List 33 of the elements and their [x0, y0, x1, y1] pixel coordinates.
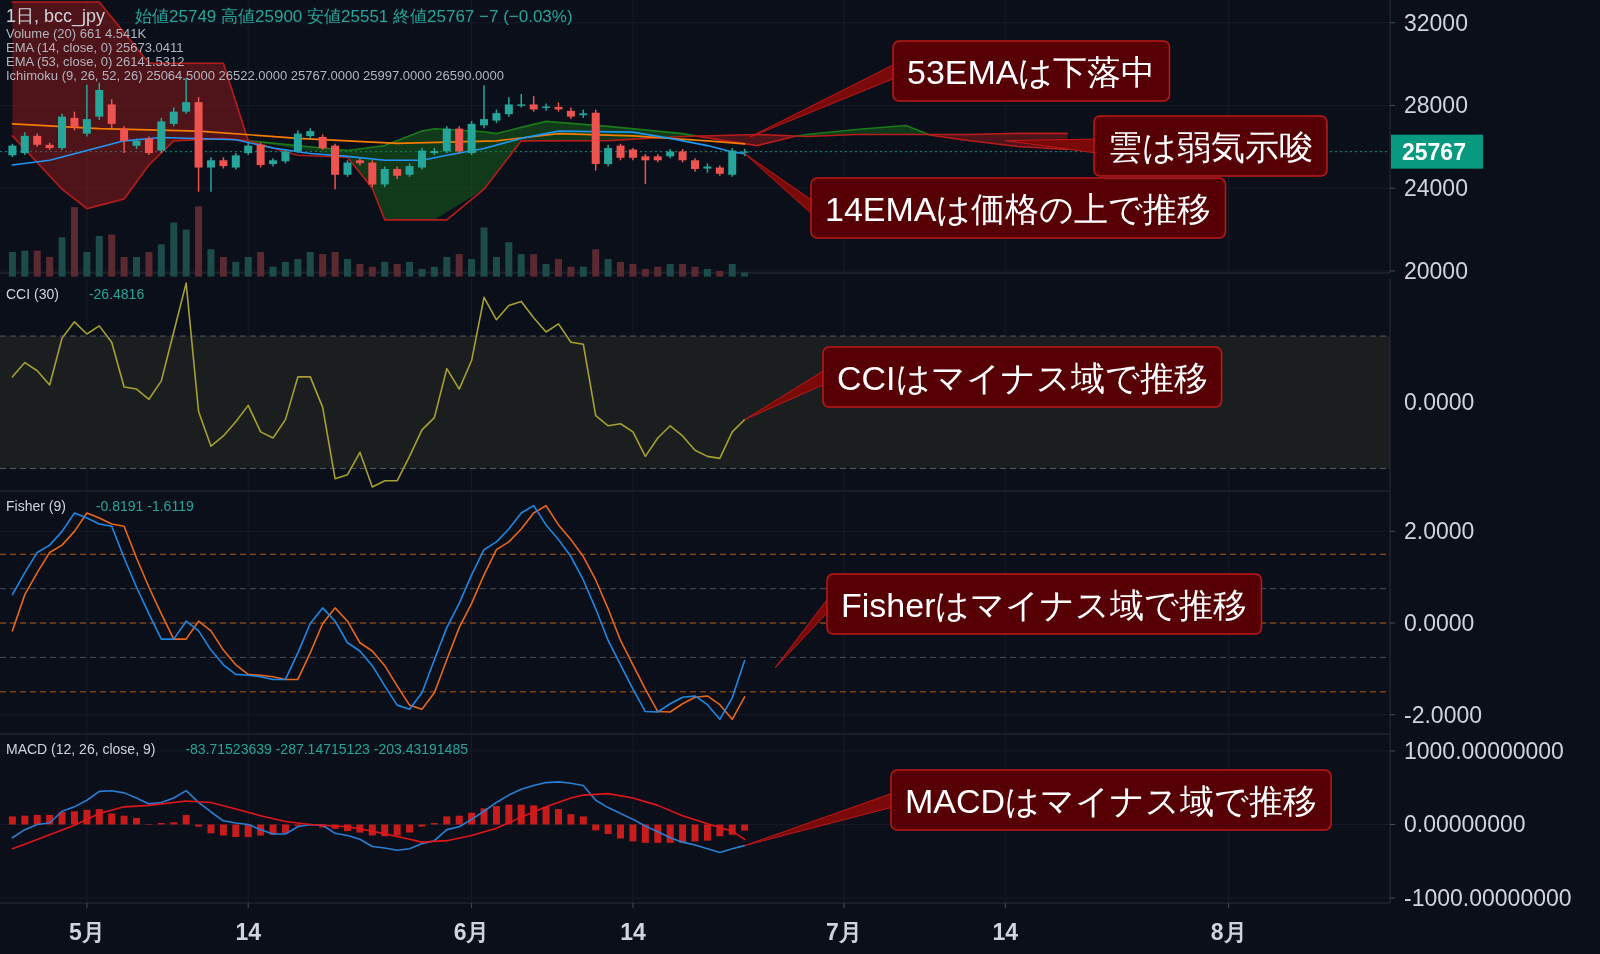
annotation: EMA (53, close, 0) 26141.5312	[6, 54, 185, 69]
annotation: -83.71523639 -287.14715123 -203.43191485	[185, 741, 469, 757]
annotation: 14EMAは価格の上で推移	[825, 190, 1212, 228]
y-tick-label: 0.00000000	[1404, 811, 1526, 838]
annotation: -0.8191 -1.6119	[95, 498, 194, 514]
y-tick-label: 32000	[1404, 9, 1468, 36]
annotation: -26.4816	[88, 286, 145, 302]
y-tick-label: 28000	[1404, 92, 1468, 119]
x-tick-label: 6月	[453, 919, 490, 945]
annotation: CCIはマイナス域で推移	[837, 359, 1208, 397]
x-tick-label: 14	[620, 919, 646, 945]
y-tick-label: -2.0000	[1404, 701, 1483, 728]
chart-title: 1日, bcc_jpy	[6, 6, 106, 27]
x-tick-label: 14	[992, 919, 1019, 945]
annotation: 53EMAは下落中	[907, 53, 1156, 91]
y-tick-label: 0.0000	[1404, 610, 1475, 637]
ref-line-label: 25767	[1402, 138, 1466, 165]
x-tick-label: 5月	[68, 919, 105, 945]
y-tick-label: 20000	[1404, 257, 1468, 284]
annotation: MACDはマイナス域で推移	[905, 782, 1318, 820]
y-tick-label: 2.0000	[1404, 518, 1475, 545]
chart-title: CCI (30)	[6, 286, 59, 302]
annotation: Fisherはマイナス域で推移	[841, 586, 1248, 624]
annotation: 始値25749 高値25900 安値25551 終値25767 −7 (−0.03%)	[135, 7, 573, 26]
x-tick-label: 7月	[826, 919, 862, 945]
annotation: 雲は弱気示唆	[1108, 128, 1313, 166]
y-tick-label: 1000.00000000	[1404, 737, 1564, 764]
x-tick-label: 8月	[1210, 919, 1247, 945]
x-tick-label: 14	[235, 919, 262, 945]
text: MACD (12, 26, close, 9)	[6, 741, 156, 757]
text: Fisher (9)	[6, 498, 66, 514]
y-tick-label: -1000.00000000	[1404, 885, 1572, 911]
y-tick-label: 24000	[1404, 175, 1468, 202]
